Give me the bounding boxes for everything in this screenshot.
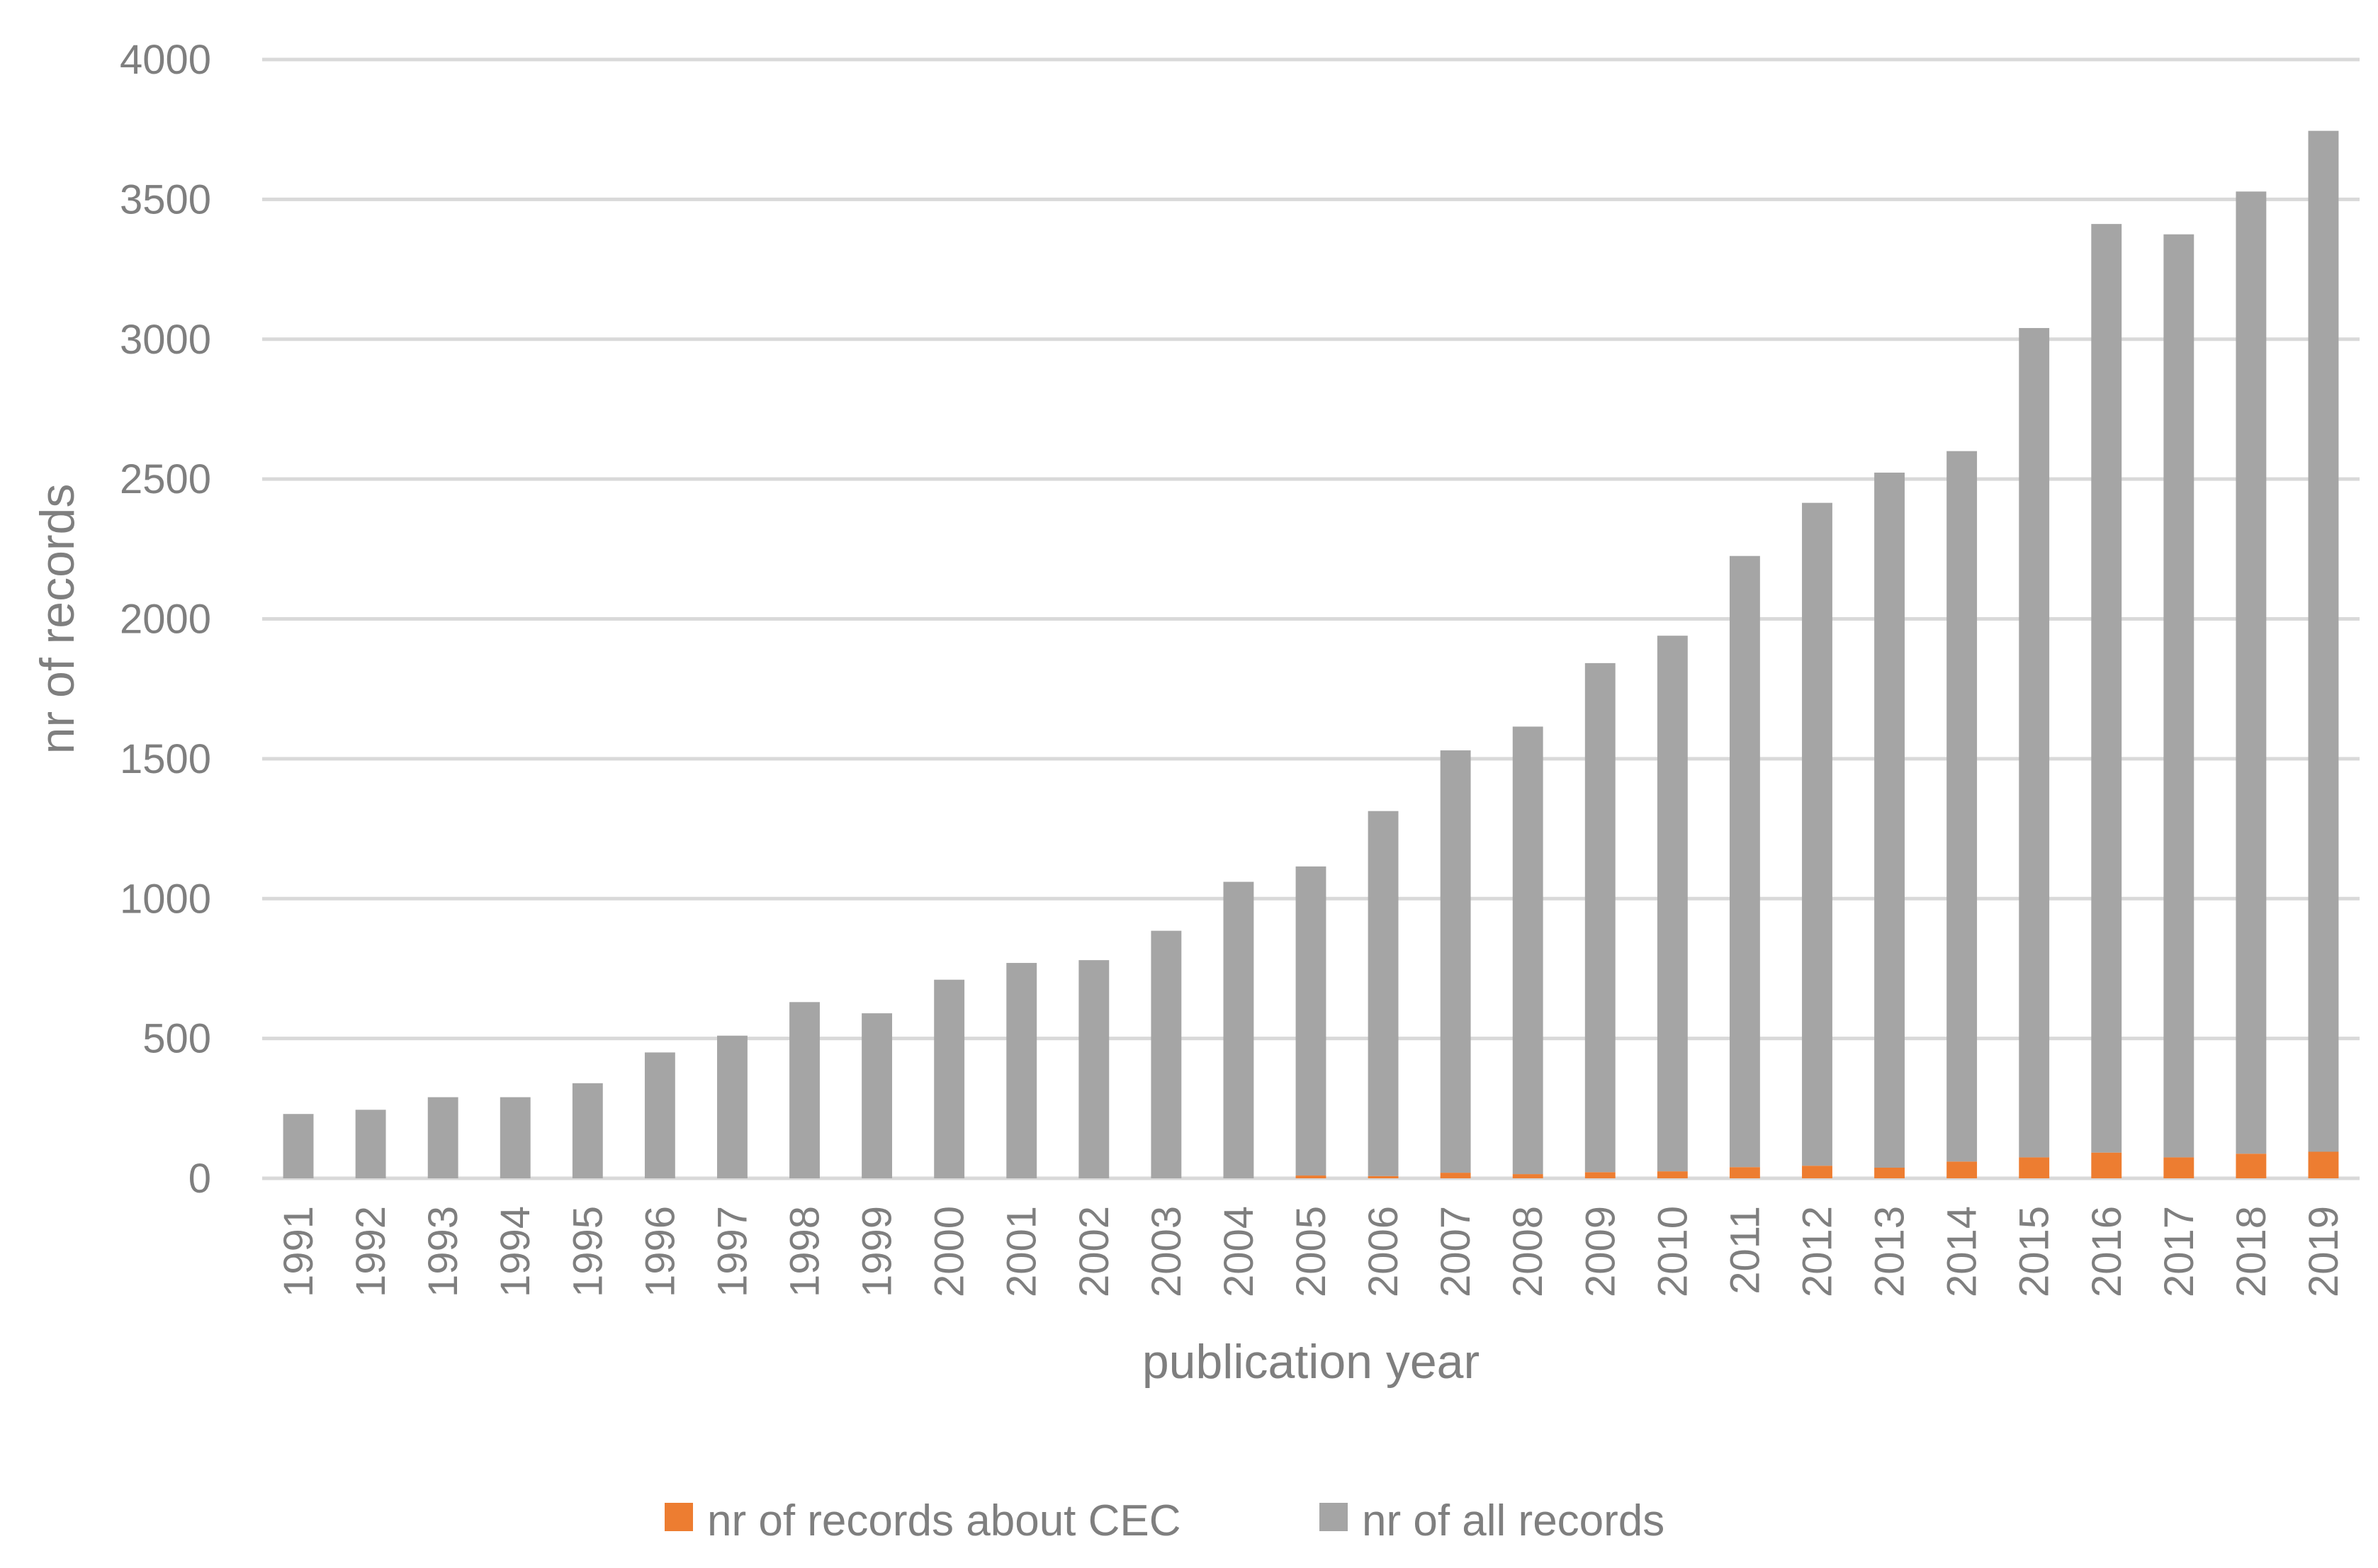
bar-all-1991 (283, 1114, 314, 1178)
legend-swatch-all (1319, 1503, 1348, 1531)
bar-all-2000 (934, 979, 965, 1178)
bar-cec-2009 (1584, 1172, 1616, 1178)
bar-all-2007 (1440, 750, 1471, 1173)
bar-all-2013 (1874, 473, 1905, 1168)
bar-all-2011 (1729, 555, 1760, 1168)
x-tick-label-2016: 2016 (2084, 1206, 2130, 1297)
y-tick-label-3500: 3500 (120, 176, 211, 222)
bar-all-2008 (1512, 726, 1543, 1175)
x-tick-label-2011: 2011 (1722, 1206, 1768, 1295)
x-tick-label-1998: 1998 (782, 1206, 828, 1297)
bar-all-1999 (862, 1013, 893, 1178)
bar-all-2010 (1657, 636, 1688, 1172)
bar-all-2015 (2019, 327, 2050, 1158)
y-tick-label-2000: 2000 (120, 597, 211, 643)
bar-all-2004 (1223, 881, 1254, 1178)
y-tick-label-500: 500 (142, 1016, 211, 1062)
bar-all-2009 (1584, 662, 1616, 1173)
bar-all-2012 (1802, 502, 1832, 1166)
bar-cec-2018 (2236, 1154, 2267, 1178)
legend-label-all: nr of all records (1362, 1496, 1664, 1545)
y-axis-title: nr of records (30, 484, 84, 755)
bar-all-2002 (1078, 960, 1110, 1178)
x-tick-label-1996: 1996 (637, 1206, 683, 1297)
bar-cec-2012 (1802, 1166, 1832, 1178)
bar-all-1992 (355, 1110, 386, 1178)
x-tick-label-1993: 1993 (420, 1206, 466, 1297)
y-axis-ticks: 0 500 1000 1500 2000 2500 3000 3500 4000 (120, 37, 211, 1202)
bar-all-1994 (500, 1097, 531, 1178)
bar-all-2018 (2236, 191, 2267, 1154)
x-tick-label-2019: 2019 (2301, 1206, 2347, 1297)
x-tick-label-2007: 2007 (1433, 1206, 1479, 1297)
bars (283, 130, 2339, 1178)
x-tick-label-1992: 1992 (348, 1206, 394, 1297)
bar-all-1995 (572, 1083, 603, 1178)
legend-swatch-cec (665, 1503, 693, 1531)
x-tick-label-2001: 2001 (999, 1206, 1045, 1297)
x-tick-label-2014: 2014 (1939, 1206, 1985, 1297)
bar-cec-2006 (1368, 1175, 1399, 1178)
bar-all-1996 (644, 1052, 675, 1178)
x-tick-label-2013: 2013 (1867, 1206, 1913, 1297)
x-tick-label-2005: 2005 (1288, 1206, 1334, 1297)
bar-cec-2019 (2308, 1151, 2339, 1178)
bar-all-2014 (1946, 451, 1978, 1162)
y-tick-label-3000: 3000 (120, 317, 211, 363)
x-tick-label-1997: 1997 (709, 1206, 755, 1297)
x-tick-label-2002: 2002 (1071, 1206, 1117, 1297)
bar-cec-2014 (1946, 1161, 1978, 1178)
bar-cec-2013 (1874, 1167, 1905, 1178)
y-tick-label-4000: 4000 (120, 37, 211, 83)
x-tick-label-2010: 2010 (1650, 1206, 1696, 1297)
y-tick-label-1500: 1500 (120, 736, 211, 782)
bar-cec-2016 (2091, 1152, 2122, 1178)
bar-cec-2008 (1512, 1174, 1543, 1178)
bar-all-2016 (2091, 224, 2122, 1153)
x-tick-label-1995: 1995 (565, 1206, 611, 1297)
x-tick-label-2008: 2008 (1505, 1206, 1551, 1297)
x-tick-label-1991: 1991 (276, 1206, 322, 1297)
y-tick-label-2500: 2500 (120, 456, 211, 502)
y-tick-label-1000: 1000 (120, 876, 211, 922)
x-tick-label-2018: 2018 (2228, 1206, 2275, 1297)
bar-all-2017 (2163, 234, 2194, 1158)
y-tick-label-0: 0 (188, 1156, 211, 1202)
bar-all-1998 (789, 1002, 820, 1178)
bar-all-1993 (427, 1097, 458, 1178)
x-tick-label-2000: 2000 (927, 1206, 973, 1297)
grid-lines (262, 57, 2360, 1180)
bar-cec-2007 (1440, 1173, 1471, 1178)
bar-cec-2015 (2019, 1157, 2050, 1178)
x-tick-label-2017: 2017 (2156, 1206, 2202, 1297)
bar-all-2003 (1151, 930, 1182, 1178)
bar-all-2001 (1006, 963, 1037, 1178)
bar-cec-2010 (1657, 1171, 1688, 1178)
bar-all-2006 (1368, 811, 1399, 1176)
bar-cec-2005 (1295, 1175, 1326, 1178)
x-tick-label-2003: 2003 (1144, 1206, 1190, 1297)
bar-all-2019 (2308, 130, 2339, 1152)
bar-cec-2011 (1729, 1167, 1760, 1178)
bar-cec-2017 (2163, 1157, 2194, 1178)
x-tick-label-2006: 2006 (1360, 1206, 1407, 1297)
x-tick-label-2004: 2004 (1216, 1206, 1262, 1297)
bar-all-1997 (717, 1035, 748, 1178)
x-axis-ticks: 1991 1992 1993 1994 1995 1996 1997 1998 1999 2000… (276, 1206, 2347, 1297)
x-tick-label-1999: 1999 (855, 1206, 901, 1297)
x-axis-title: publication year (1142, 1335, 1480, 1389)
x-tick-label-2015: 2015 (2012, 1206, 2058, 1297)
x-tick-label-2012: 2012 (1794, 1206, 1840, 1297)
legend-label-cec: nr of records about CEC (707, 1496, 1181, 1545)
legend: nr of records about CEC nr of all record… (665, 1496, 1664, 1545)
x-tick-label-1994: 1994 (492, 1206, 539, 1297)
x-tick-label-2009: 2009 (1577, 1206, 1623, 1297)
bar-all-2005 (1295, 866, 1326, 1176)
